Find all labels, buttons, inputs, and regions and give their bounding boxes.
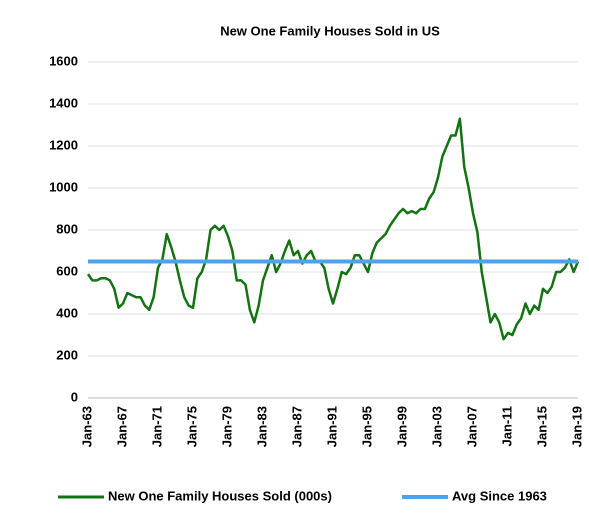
x-tick-label: Jan-11 (499, 406, 514, 446)
y-tick-label: 1200 (49, 137, 78, 152)
x-tick-label: Jan-63 (79, 406, 94, 447)
data-line (86, 117, 580, 341)
y-tick-label: 1000 (49, 179, 78, 194)
x-tick-label: Jan-79 (219, 406, 234, 447)
x-tick-label: Jan-99 (394, 406, 409, 447)
x-tick-label: Jan-95 (359, 406, 374, 447)
y-tick-label: 400 (56, 305, 78, 320)
x-tick-label: Jan-03 (429, 406, 444, 447)
legend-label: Avg Since 1963 (452, 488, 547, 503)
x-tick-label: Jan-67 (114, 406, 129, 447)
y-tick-label: 0 (71, 389, 78, 404)
x-tick-label: Jan-19 (569, 406, 584, 447)
x-tick-label: Jan-07 (464, 406, 479, 447)
y-tick-label: 200 (56, 347, 78, 362)
x-tick-label: Jan-83 (254, 406, 269, 447)
legend-label: New One Family Houses Sold (000s) (108, 488, 332, 503)
x-tick-label: Jan-87 (289, 406, 304, 447)
x-tick-label: Jan-75 (184, 406, 199, 447)
chart-title: New One Family Houses Sold in US (220, 23, 440, 38)
x-tick-label: Jan-91 (324, 406, 339, 447)
x-tick-label: Jan-15 (534, 406, 549, 447)
x-tick-label: Jan-71 (149, 406, 164, 447)
y-tick-label: 1400 (49, 95, 78, 110)
y-tick-label: 800 (56, 221, 78, 236)
y-tick-label: 600 (56, 263, 78, 278)
y-tick-label: 1600 (49, 53, 78, 68)
